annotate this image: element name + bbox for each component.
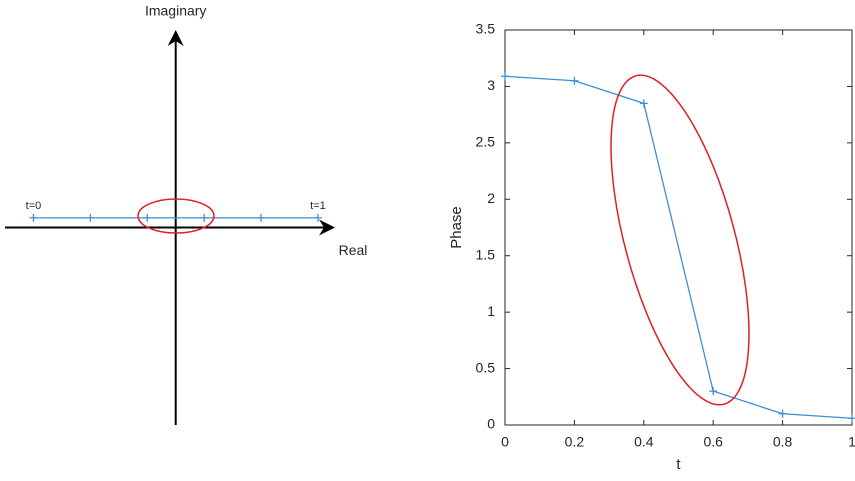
highlight-ellipse: [610, 74, 750, 406]
point-marker: [200, 213, 209, 222]
x-tick-label: 0.4: [634, 434, 654, 450]
x-tick-label: 1: [848, 434, 855, 450]
point-marker: [86, 213, 95, 222]
point-marker: [570, 76, 579, 85]
highlight-ellipse: [137, 198, 215, 234]
data-line: [504, 75, 853, 419]
point-marker: [313, 213, 322, 222]
y-tick-label: 2: [487, 190, 495, 206]
point-marker: [257, 213, 266, 222]
point-marker: [143, 213, 152, 222]
x-tick-label: 0.6: [703, 434, 723, 450]
x-axis-label: t: [676, 456, 681, 473]
y-tick-label: 1.5: [476, 246, 496, 262]
x-axis-label: Real: [339, 242, 368, 258]
point-marker: [501, 72, 509, 81]
point-marker: [778, 409, 787, 418]
point-marker: [709, 387, 718, 396]
point-marker: [639, 99, 648, 108]
arrow-head: [319, 219, 335, 236]
y-tick-label: 1: [487, 303, 495, 319]
y-axis-label: Phase: [448, 206, 465, 249]
x-tick-label: 0: [501, 434, 509, 450]
y-axis-label: Imaginary: [145, 3, 206, 19]
plot-frame: [504, 29, 853, 426]
annotation: t=0: [26, 200, 42, 212]
y-tick-label: 0: [487, 416, 495, 432]
point-marker: [848, 414, 855, 423]
y-tick-label: 2.5: [476, 134, 496, 150]
point-marker: [29, 213, 38, 222]
annotation: t=1: [310, 200, 326, 212]
x-tick-label: 0.2: [565, 434, 585, 450]
arrow-head: [167, 30, 184, 46]
y-tick-label: 0.5: [476, 359, 496, 375]
x-tick-label: 0.8: [773, 434, 793, 450]
y-tick-label: 3.5: [476, 21, 496, 37]
y-tick-label: 3: [487, 77, 495, 93]
